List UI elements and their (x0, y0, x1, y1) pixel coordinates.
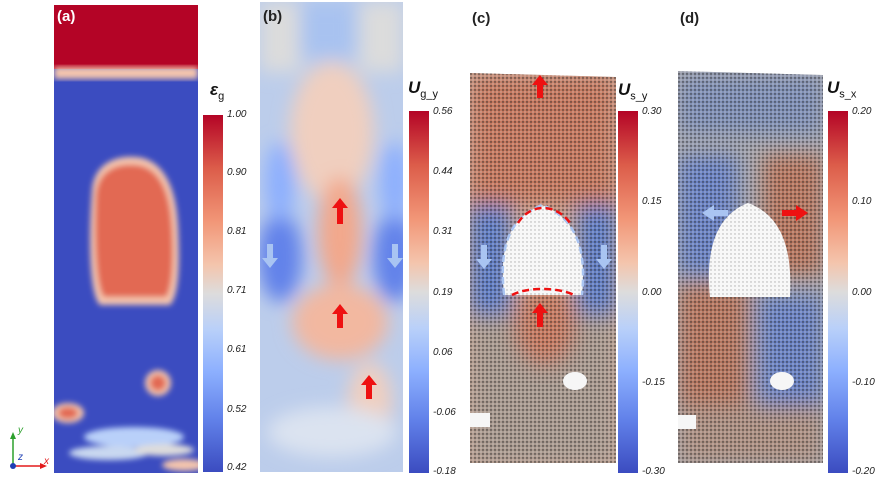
colorbar-b-tick: -0.18 (433, 466, 456, 477)
downward-arrow-group (262, 244, 403, 268)
panel-b-label: (b) (263, 8, 283, 25)
axis-z-label: z (18, 452, 23, 463)
panel-a-label: (a) (57, 8, 76, 25)
gas-velocity-field (258, 2, 417, 472)
colorbar-d-tick: 0.20 (852, 106, 872, 117)
colorbar-a-title: εg (210, 80, 224, 102)
axis-y-label: y (18, 425, 23, 436)
colorbar-d-title: Us_x (827, 78, 856, 100)
colorbar-c-tick: -0.30 (642, 466, 665, 477)
colorbar-b-tick: 0.44 (433, 166, 453, 177)
panel-c: (c) (470, 5, 616, 472)
colorbar-b-tick: 0.56 (433, 106, 453, 117)
colorbar-b-title: Ug_y (408, 78, 438, 100)
colorbar-a (203, 115, 223, 472)
panel-a: (a) (52, 5, 206, 473)
colorbar-a-tick: 0.81 (227, 226, 247, 237)
downward-arrow-group (476, 245, 612, 269)
colorbar-b-tick: 0.06 (433, 347, 453, 358)
axis-triad (10, 432, 47, 469)
colorbar-c-tick: -0.15 (642, 377, 665, 388)
upward-arrow-group (532, 75, 548, 327)
colorbar-b-symbol: U (408, 78, 421, 97)
colorbar-b-tick: -0.06 (433, 407, 456, 418)
panel-d: (d) (678, 5, 823, 472)
panel-c-label: (c) (472, 10, 491, 27)
colorbar-b-subscript: g_y (420, 88, 439, 101)
colorbar-d (828, 111, 848, 473)
colorbar-a-subscript: g (218, 90, 225, 103)
colorbar-b-tick: 0.19 (433, 287, 453, 298)
voidage-field (52, 5, 206, 473)
solid-vertical-velocity-field (470, 5, 616, 472)
axis-x-label: x (44, 456, 49, 467)
colorbar-a-tick: 0.42 (227, 462, 247, 473)
colorbar-d-tick: -0.20 (852, 466, 875, 477)
panel-b: (b) (258, 2, 417, 472)
colorbar-b-tick: 0.31 (433, 226, 453, 237)
rightward-arrow (782, 205, 808, 221)
colorbar-c-title: Us_y (618, 80, 647, 102)
colorbar-c-subscript: s_y (630, 90, 648, 103)
colorbar-a-tick: 0.71 (227, 285, 247, 296)
upward-arrow-group (332, 198, 377, 399)
colorbar-c (618, 111, 638, 473)
colorbar-a-symbol: ε (210, 80, 219, 99)
colorbar-d-symbol: U (827, 78, 840, 97)
colorbar-c-tick: 0.30 (642, 106, 662, 117)
colorbar-d-subscript: s_x (839, 88, 857, 101)
colorbar-d-tick: 0.00 (852, 287, 872, 298)
colorbar-d-tick: -0.10 (852, 377, 875, 388)
colorbar-a-tick: 0.90 (227, 167, 247, 178)
leftward-arrow (702, 205, 728, 221)
colorbar-a-tick: 0.61 (227, 344, 247, 355)
panel-d-label: (d) (680, 10, 700, 27)
colorbar-c-tick: 0.15 (642, 196, 662, 207)
colorbar-d-tick: 0.10 (852, 196, 872, 207)
colorbar-a-tick: 0.52 (227, 404, 247, 415)
colorbar-c-tick: 0.00 (642, 287, 662, 298)
colorbar-c-symbol: U (618, 80, 631, 99)
colorbar-b (409, 111, 429, 473)
solid-horizontal-velocity-field (678, 5, 823, 472)
colorbar-a-tick: 1.00 (227, 109, 247, 120)
